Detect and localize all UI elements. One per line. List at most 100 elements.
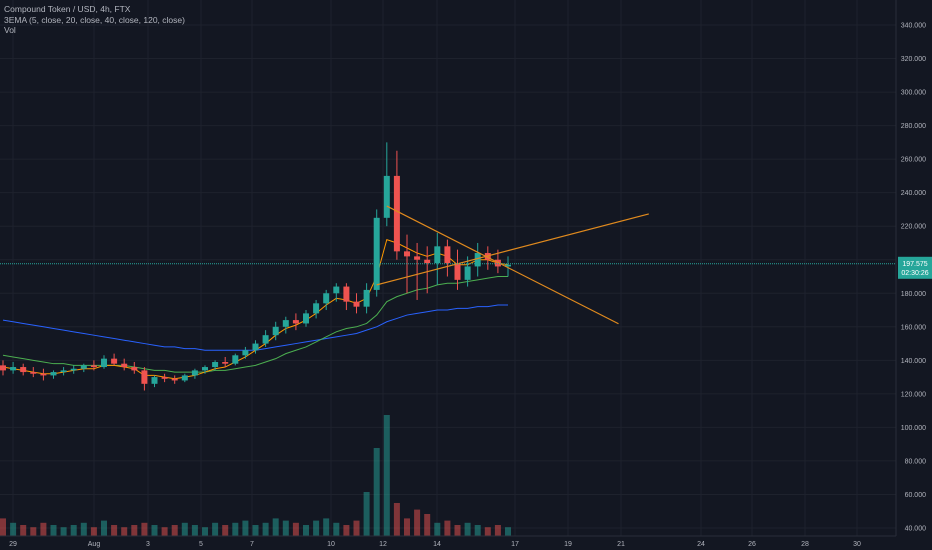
volume-bar	[10, 522, 17, 536]
candle	[131, 362, 138, 374]
candle-body	[181, 375, 188, 381]
volume-bar	[171, 525, 178, 536]
time-tick-label: 19	[564, 541, 572, 548]
volume-series	[0, 415, 511, 536]
candle	[353, 293, 360, 314]
price-tick-label: 80.000	[905, 458, 927, 465]
candle-body	[262, 335, 269, 344]
volume-bar	[313, 520, 320, 536]
price-tick-label: 320.000	[901, 56, 926, 63]
volume-bar	[393, 503, 400, 536]
candle-body	[303, 313, 309, 324]
price-axis[interactable]: 340.000 320.000 300.000 280.000 260.000 240.0…	[895, 0, 932, 536]
candle-body	[323, 293, 330, 304]
candle	[474, 242, 481, 277]
volume-bar	[464, 522, 471, 536]
candle-body	[121, 363, 128, 368]
volume-bar	[80, 522, 87, 536]
candle	[313, 299, 320, 319]
trendline-drawings[interactable]	[376, 205, 649, 325]
time-tick-label: 24	[697, 541, 705, 548]
volume-bar	[363, 492, 370, 536]
price-tick-label: 140.000	[901, 358, 926, 365]
volume-bar	[454, 525, 461, 536]
candle-body	[434, 246, 441, 264]
legend-indicator[interactable]: 3EMA (5, close, 20, close, 40, close, 12…	[4, 14, 185, 25]
candle-body	[505, 264, 511, 267]
legend-symbol[interactable]: Compound Token / USD, 4h, FTX	[4, 4, 131, 14]
time-tick-label: 21	[617, 541, 625, 548]
candle	[383, 142, 390, 227]
volume-bar	[343, 525, 350, 536]
volume-bar	[353, 520, 360, 536]
candle	[444, 239, 451, 277]
volume-bar	[434, 522, 441, 536]
time-axis[interactable]: 29 Aug 3 5 7 10 12 14 17 19 21 24 26 28 30	[0, 535, 896, 548]
time-tick-label: 3	[146, 541, 150, 548]
time-tick-label: 10	[327, 541, 335, 548]
ema-fast-line	[2, 238, 509, 380]
candle	[343, 283, 350, 311]
candle-body	[343, 286, 350, 302]
candle	[252, 340, 259, 354]
candle-body	[393, 175, 400, 252]
volume-bar	[474, 525, 481, 536]
candle-body	[424, 259, 431, 264]
time-tick-label: 7	[250, 541, 254, 548]
candle-body	[171, 378, 178, 381]
candle	[0, 360, 6, 376]
volume-bar	[484, 527, 491, 536]
candle-body	[131, 367, 138, 371]
volume-bar	[424, 514, 431, 536]
volume-bar	[282, 520, 289, 536]
candle	[373, 209, 380, 297]
time-tick-label: 5	[199, 541, 203, 548]
price-tick-label: 220.000	[901, 224, 926, 231]
candle	[30, 367, 37, 378]
candle	[70, 365, 77, 374]
candle-body	[50, 372, 57, 376]
ema-series	[2, 238, 509, 380]
candle-body	[30, 372, 37, 374]
candle	[171, 375, 178, 384]
candle	[454, 249, 461, 290]
volume-bar	[232, 522, 239, 536]
candle-body	[0, 365, 6, 371]
candle-body	[191, 370, 198, 376]
legend-volume[interactable]: Vol	[4, 25, 16, 35]
candle-body	[454, 263, 461, 280]
candle-body	[161, 377, 168, 379]
time-tick-label: 14	[433, 541, 441, 548]
candle	[40, 368, 47, 381]
candle-body	[464, 266, 471, 280]
candle-body	[282, 320, 289, 327]
volume-bar	[444, 520, 451, 536]
candle	[393, 150, 400, 260]
grid	[0, 0, 896, 536]
volume-bar	[101, 520, 107, 536]
ema-mid-line	[2, 276, 508, 373]
volume-bar	[252, 525, 259, 536]
chart-legend: Compound Token / USD, 4h, FTX 3EMA (5, c…	[4, 4, 185, 36]
candle	[121, 358, 128, 371]
candle	[323, 289, 330, 311]
price-tick-label: 300.000	[901, 90, 926, 97]
volume-bar	[20, 525, 27, 536]
price-tick-label: 240.000	[901, 190, 926, 197]
volume-bar	[60, 527, 67, 536]
price-tick-label: 180.000	[901, 291, 926, 298]
candle-body	[444, 246, 451, 264]
trendline	[386, 205, 619, 325]
volume-bar	[272, 518, 279, 536]
candle-body	[212, 362, 219, 368]
candle-body	[141, 370, 148, 384]
candle	[434, 232, 441, 285]
candle	[50, 370, 57, 379]
volume-bar	[242, 520, 249, 536]
volume-bar	[333, 522, 340, 536]
candle	[414, 242, 421, 300]
price-tick-label: 100.000	[901, 425, 926, 432]
candle-body	[111, 358, 118, 364]
candle	[161, 373, 168, 383]
